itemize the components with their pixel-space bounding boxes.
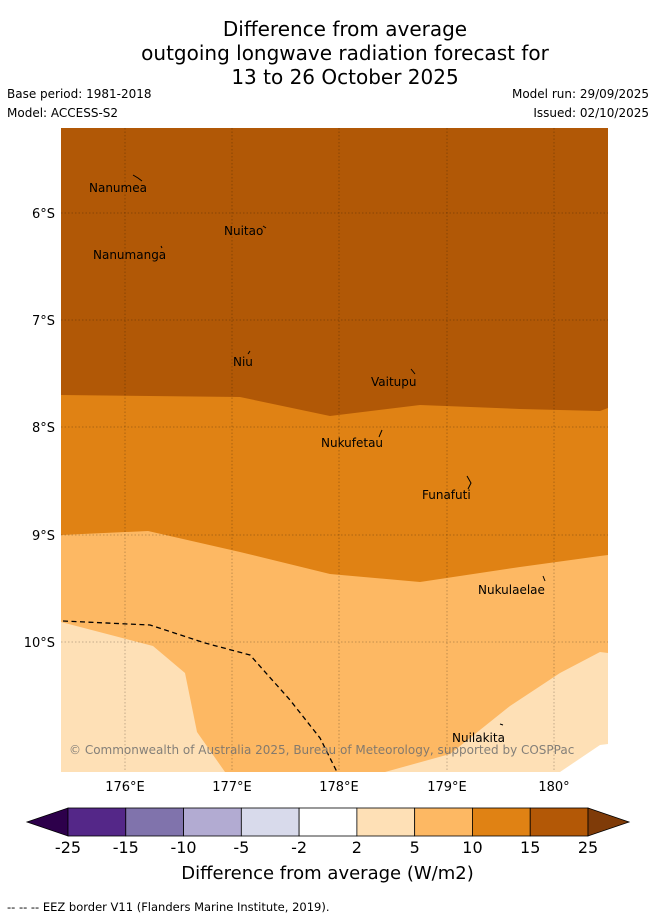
eez-border — [62, 620, 338, 773]
colorbar-segment-7 — [472, 807, 531, 837]
colorbar — [25, 807, 631, 837]
colorbar-tick-9: 25 — [577, 838, 599, 857]
colorbar-segment-6 — [414, 807, 473, 837]
niu-island — [247, 350, 251, 355]
island-outlines — [132, 174, 546, 726]
base-period: Base period: 1981-2018 — [7, 87, 152, 101]
colorbar-tick-6: 5 — [409, 838, 420, 857]
colorbar-extend-low — [25, 807, 69, 837]
colorbar-segment-0 — [67, 807, 127, 837]
colorbar-tick-0: -25 — [54, 838, 82, 857]
issued-date: Issued: 02/10/2025 — [533, 106, 649, 120]
copyright-notice: © Commonwealth of Australia 2025, Bureau… — [69, 743, 574, 757]
colorbar-segment-1 — [125, 807, 184, 837]
band-2-5-east — [385, 652, 608, 772]
lon-label-178e: 178°E — [319, 780, 359, 795]
band-5-10 — [61, 531, 608, 772]
map-fill-layer — [61, 128, 608, 772]
lat-label-9s: 9°S — [32, 529, 55, 544]
colorbar-tick-4: -2 — [291, 838, 308, 857]
place-nanumanga: Nanumanga — [93, 248, 166, 262]
colorbar-segment-4 — [298, 807, 358, 837]
place-nukufetau: Nukufetau — [321, 436, 383, 450]
forecast-map: Nanumea Nuitao Nanumanga Niu Vaitupu Nuk… — [24, 128, 608, 795]
colorbar-extend-high — [587, 807, 631, 837]
nuitao-island — [262, 225, 267, 229]
colorbar-tick-8: 15 — [520, 838, 541, 857]
colorbar-segment-3 — [240, 807, 300, 837]
title-line-3: 13 to 26 October 2025 — [231, 65, 459, 89]
colorbar-tick-1: -15 — [112, 838, 139, 857]
colorbar-segment-2 — [183, 807, 242, 837]
colorbar-tick-2: -10 — [170, 838, 197, 857]
band-2-5-west — [61, 622, 225, 772]
colorbar-tick-3: -5 — [233, 838, 250, 857]
colorbar-segments — [67, 807, 589, 837]
nukulaelae-island — [542, 575, 546, 582]
lat-label-10s: 10°S — [24, 636, 55, 651]
band-2-5-corner — [560, 744, 608, 772]
vaitupu-island — [410, 368, 416, 375]
nanumea-island — [132, 174, 143, 182]
lat-label-7s: 7°S — [32, 314, 55, 329]
place-vaitupu: Vaitupu — [371, 375, 417, 389]
place-nuitao: Nuitao — [224, 224, 263, 238]
colorbar-title: Difference from average (W/m2) — [181, 863, 474, 884]
funafuti-island — [466, 475, 472, 490]
colorbar-segment-8 — [529, 807, 589, 837]
place-nanumea: Nanumea — [89, 181, 147, 195]
lat-label-8s: 8°S — [32, 421, 55, 436]
eez-footnote: -- -- -- EEZ border V11 (Flanders Marine… — [7, 900, 330, 914]
lon-label-179e: 179°E — [427, 780, 467, 795]
place-funafuti: Funafuti — [422, 488, 471, 502]
lon-label-177e: 177°E — [212, 780, 252, 795]
place-nuilakita: Nuilakita — [452, 731, 505, 745]
lon-label-180: 180° — [538, 780, 569, 795]
lat-label-6s: 6°S — [32, 207, 55, 222]
nukufetau-island — [378, 429, 383, 438]
colorbar-tick-5: 2 — [351, 838, 362, 857]
colorbar-tick-7: 10 — [462, 838, 483, 857]
title-line-1: Difference from average — [222, 17, 468, 41]
lon-label-176e: 176°E — [105, 780, 145, 795]
place-niu: Niu — [233, 355, 253, 369]
grid-lines — [61, 128, 608, 772]
colorbar-segment-5 — [356, 807, 416, 837]
place-nukulaelae: Nukulaelae — [478, 583, 545, 597]
title-line-2: outgoing longwave radiation forecast for — [141, 41, 549, 65]
nanumanga-island — [160, 245, 163, 249]
model-run: Model run: 29/09/2025 — [511, 87, 649, 101]
nuilakita-island — [499, 723, 504, 726]
model-name: Model: ACCESS-S2 — [7, 106, 119, 120]
